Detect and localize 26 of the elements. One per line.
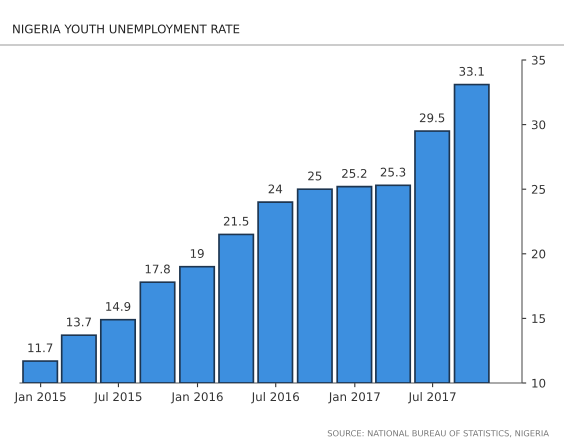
- data-label: 19: [190, 249, 204, 258]
- data-label: 14.9: [106, 302, 130, 311]
- source-note: SOURCE: NATIONAL BUREAU OF STATISTICS, NIGERIA: [328, 430, 549, 438]
- x-tick-label: Jan 2016: [170, 392, 223, 404]
- x-tick-label: Jul 2016: [251, 392, 300, 404]
- x-tick-label: Jan 2017: [328, 392, 380, 404]
- chart-title: NIGERIA YOUTH UNEMPLOYMENT RATE: [13, 24, 240, 34]
- data-label: 13.7: [67, 318, 92, 326]
- y-tick-label: 30: [532, 120, 546, 130]
- y-tick-label: 35: [532, 56, 546, 65]
- y-tick-label: 15: [532, 314, 546, 324]
- x-tick-label: Jul 2015: [94, 392, 142, 404]
- x-tick-label: Jul 2017: [408, 392, 456, 404]
- y-tick-label: 25: [532, 184, 546, 194]
- data-label: 11.7: [28, 344, 52, 352]
- y-tick-label: 20: [532, 250, 546, 258]
- data-label: 24: [268, 184, 282, 194]
- data-label: 21.5: [224, 216, 248, 226]
- data-label: 25.3: [380, 168, 406, 177]
- data-label: 29.5: [420, 113, 444, 122]
- data-label: 33.1: [459, 66, 484, 76]
- data-label: 25.2: [342, 168, 366, 178]
- y-tick-label: 10: [532, 378, 546, 388]
- data-label: 25: [308, 172, 322, 180]
- x-tick-label: Jan 2015: [14, 392, 66, 404]
- data-label: 17.8: [146, 264, 170, 274]
